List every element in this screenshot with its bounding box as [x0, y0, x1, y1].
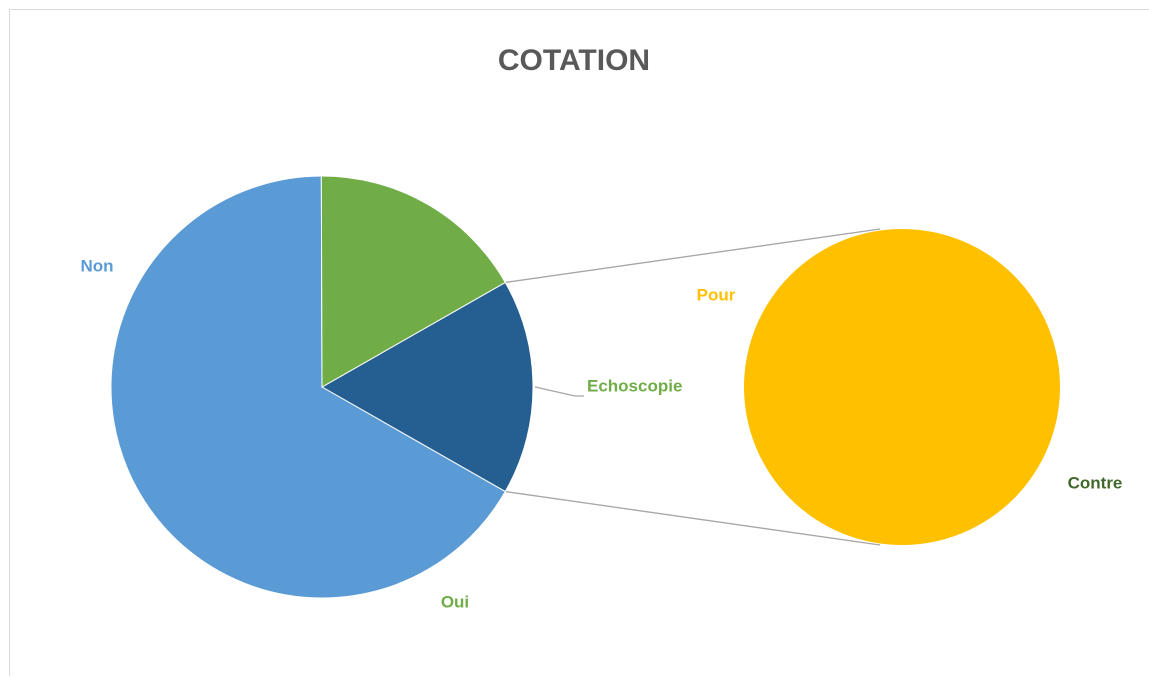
pie-slice — [744, 229, 1060, 545]
data-label: Oui — [441, 592, 469, 611]
data-label: Non — [80, 256, 113, 275]
chart-title: COTATION — [498, 44, 650, 77]
pie-slice — [110, 175, 506, 599]
data-label: Echoscopie — [587, 376, 682, 395]
connector-line — [505, 490, 881, 546]
data-label: Pour — [697, 285, 736, 304]
data-label: Contre — [1068, 473, 1123, 492]
pie-slice — [320, 175, 506, 388]
connector-line — [505, 228, 881, 284]
pie-slice — [320, 281, 534, 493]
leader-line — [534, 386, 584, 397]
